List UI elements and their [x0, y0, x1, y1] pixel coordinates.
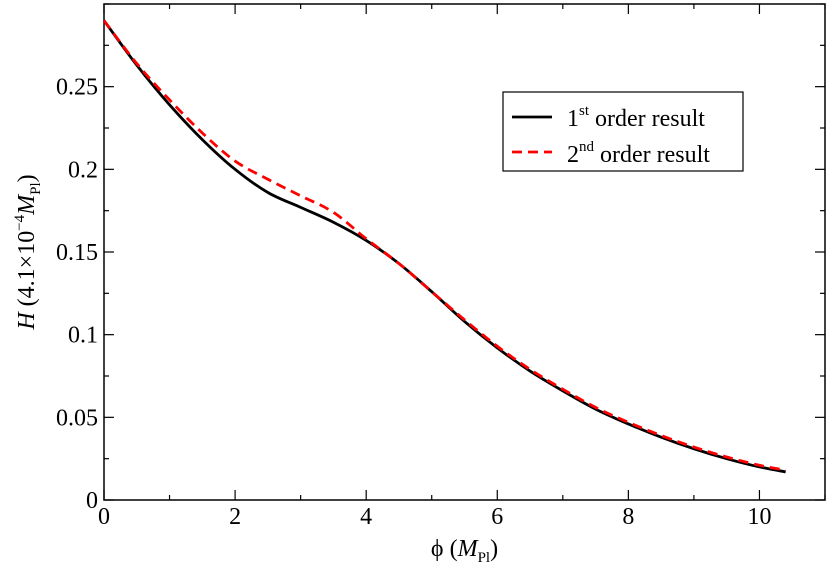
series-lines: [102, 19, 786, 474]
x-tick-label: 0: [98, 504, 110, 530]
legend: 1st order result 2nd order result: [502, 91, 744, 172]
legend-label-series-2: 2nd order result: [567, 139, 710, 168]
x-tick-label: 8: [622, 504, 634, 530]
series-line-1: [102, 19, 786, 474]
y-axis-label: H (4.1×10−4MPl): [12, 174, 44, 330]
plot-frame: [103, 3, 826, 501]
x-tick-label: 6: [491, 504, 503, 530]
x-tick-label: 10: [747, 504, 771, 530]
series-line-2: [102, 19, 786, 472]
x-tick-label: 2: [229, 504, 241, 530]
y-tick-label: 0.1: [68, 323, 98, 349]
x-axis-label: ϕ (MPl): [431, 536, 498, 565]
x-tick-label: 4: [360, 504, 372, 530]
y-tick-label: 0.05: [56, 405, 98, 431]
y-tick-label: 0.25: [56, 75, 98, 101]
y-tick-label: 0.2: [68, 157, 98, 183]
y-tick-label: 0.15: [56, 240, 98, 266]
axis-ticks: [103, 3, 826, 501]
plot-area: [102, 3, 826, 501]
y-tick-label: 0: [86, 488, 98, 514]
legend-box: [502, 91, 744, 172]
legend-label-series-1: 1st order result: [567, 103, 705, 132]
